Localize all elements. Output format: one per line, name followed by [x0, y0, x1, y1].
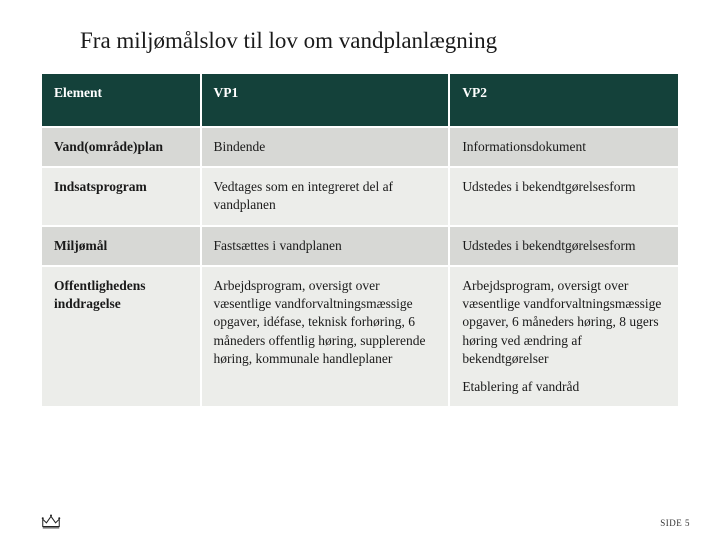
cell-vp1: Bindende [201, 127, 450, 167]
table-row: Indsatsprogram Vedtages som en integrere… [41, 167, 679, 225]
col-header-vp1: VP1 [201, 73, 450, 127]
table-header-row: Element VP1 VP2 [41, 73, 679, 127]
row-label: Miljømål [41, 226, 201, 266]
crown-icon [40, 512, 62, 530]
cell-vp2: Udstedes i bekendtgørelsesform [449, 167, 679, 225]
table-body: Vand(område)plan Bindende Informationsdo… [41, 127, 679, 407]
table-row: Offentlighedens inddragelse Arbejdsprogr… [41, 266, 679, 407]
cell-vp1: Fastsættes i vandplanen [201, 226, 450, 266]
comparison-table: Element VP1 VP2 Vand(område)plan Bindend… [40, 72, 680, 408]
table-row: Vand(område)plan Bindende Informationsdo… [41, 127, 679, 167]
row-label: Offentlighedens inddragelse [41, 266, 201, 407]
slide-title: Fra miljømålslov til lov om vandplanlægn… [80, 28, 680, 54]
table-row: Miljømål Fastsættes i vandplanen Udstede… [41, 226, 679, 266]
col-header-vp2: VP2 [449, 73, 679, 127]
cell-vp2: Udstedes i bekendtgørelsesform [449, 226, 679, 266]
page-number: SIDE 5 [660, 518, 690, 528]
cell-vp1: Vedtages som en integreret del af vandpl… [201, 167, 450, 225]
col-header-element: Element [41, 73, 201, 127]
cell-vp1: Arbejdsprogram, oversigt over væsentlige… [201, 266, 450, 407]
slide: Fra miljømålslov til lov om vandplanlægn… [0, 0, 720, 408]
cell-vp2: Informationsdokument [449, 127, 679, 167]
cell-vp2: Arbejdsprogram, oversigt over væsentlige… [449, 266, 679, 407]
row-label: Vand(område)plan [41, 127, 201, 167]
row-label: Indsatsprogram [41, 167, 201, 225]
